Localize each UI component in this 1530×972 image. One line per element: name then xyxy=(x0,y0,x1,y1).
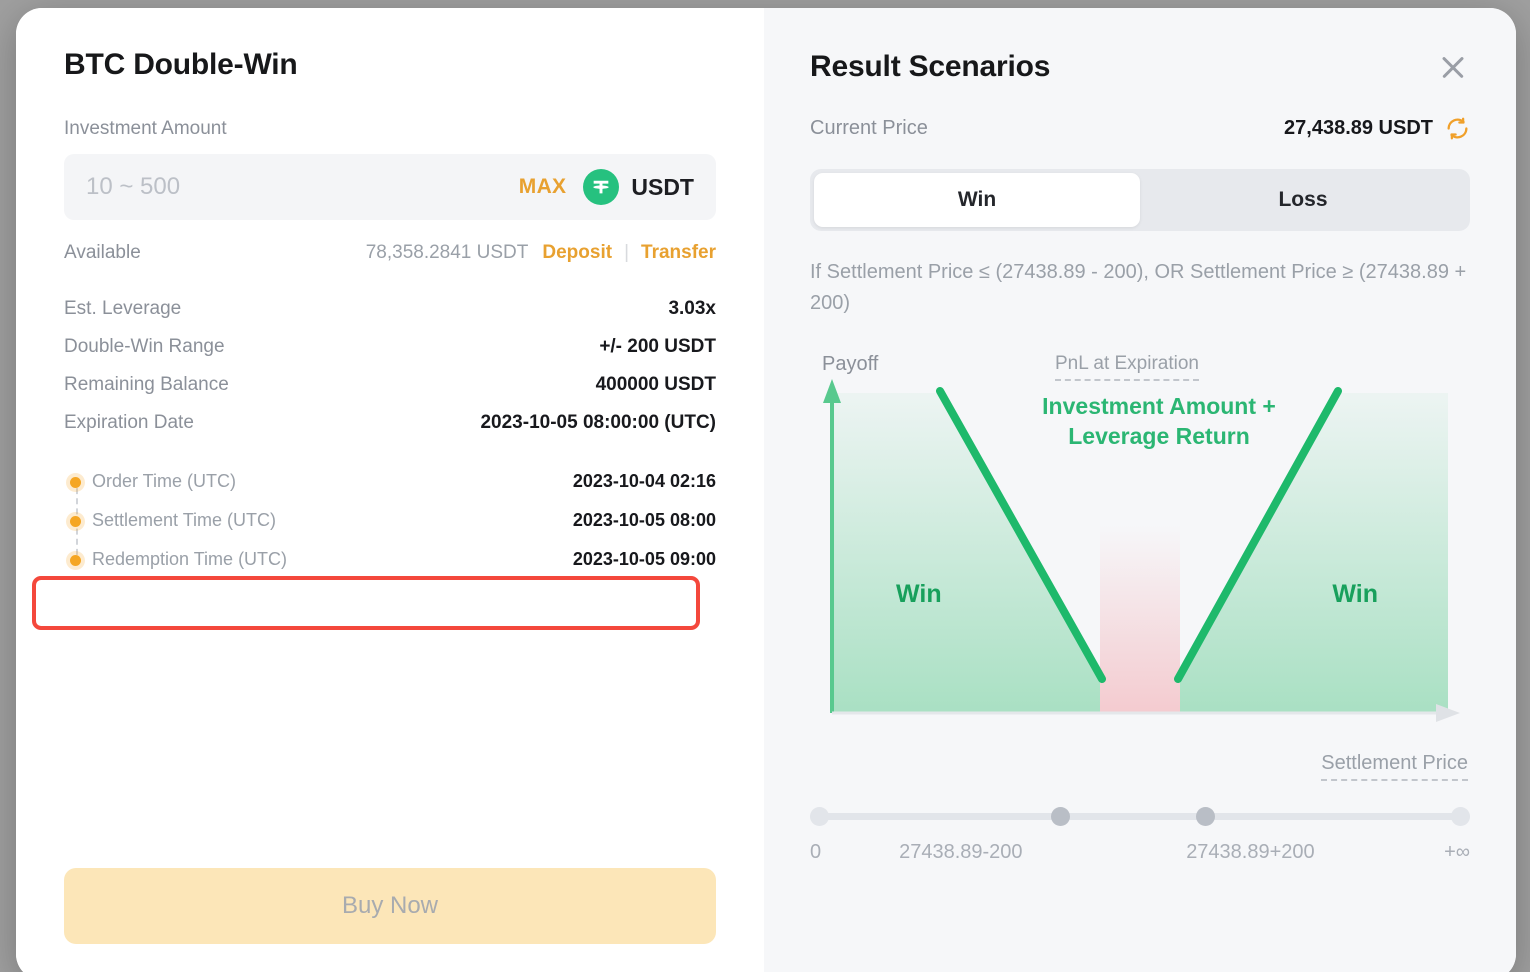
current-price-row: Current Price 27,438.89 USDT xyxy=(810,116,1470,141)
slider-knob-upper[interactable] xyxy=(1196,807,1216,826)
payoff-chart: Payoff PnL at Expiration Investment Amou… xyxy=(810,345,1470,781)
result-scenarios-panel: Result Scenarios Current Price 27,438.89… xyxy=(764,8,1516,972)
info-key: Remaining Balance xyxy=(64,374,229,395)
order-info-list: Est. Leverage 3.03x Double-Win Range +/-… xyxy=(64,290,716,442)
zone-label-win-left: Win xyxy=(896,580,942,608)
timeline-key: Order Time (UTC) xyxy=(92,471,236,491)
timeline-dot-icon xyxy=(70,476,81,488)
slider-track[interactable] xyxy=(810,813,1470,820)
info-row-double-win-range: Double-Win Range +/- 200 USDT xyxy=(64,328,716,366)
slider-tick-lower: 27438.89-200 xyxy=(899,841,1023,863)
currency-label: USDT xyxy=(631,173,694,200)
order-time-highlight xyxy=(32,576,700,630)
double-win-modal: BTC Double-Win Investment Amount MAX USD… xyxy=(16,8,1516,972)
page-title: BTC Double-Win xyxy=(64,48,298,81)
slider-tick-inf: +∞ xyxy=(1444,841,1470,863)
info-row-leverage: Est. Leverage 3.03x xyxy=(64,290,716,328)
available-label: Available xyxy=(64,242,141,263)
slider-tick-0: 0 xyxy=(810,841,822,863)
available-value: 78,358.2841 USDT xyxy=(365,242,529,263)
timeline-value: 2023-10-04 02:16 xyxy=(572,471,716,491)
info-value: 2023-10-05 08:00:00 (UTC) xyxy=(480,412,716,433)
result-scenarios-header: Result Scenarios xyxy=(810,50,1470,84)
result-tabs: Win Loss xyxy=(810,169,1470,231)
info-value: 400000 USDT xyxy=(595,374,716,395)
chart-annotation: Investment Amount + Leverage Return xyxy=(1042,393,1276,450)
slider-knob-lower[interactable] xyxy=(1050,807,1070,826)
timeline-dot-icon xyxy=(70,515,81,527)
investment-amount-input[interactable] xyxy=(86,173,519,201)
max-button[interactable]: MAX xyxy=(518,175,567,198)
investment-amount-field[interactable]: MAX USDT xyxy=(64,154,716,220)
payoff-chart-svg xyxy=(823,379,1460,722)
current-price-label: Current Price xyxy=(810,117,928,139)
info-key: Est. Leverage xyxy=(64,298,182,319)
tab-loss[interactable]: Loss xyxy=(1278,188,1328,211)
info-key: Expiration Date xyxy=(64,412,194,433)
x-axis-label: Settlement Price xyxy=(1321,752,1468,781)
info-key: Double-Win Range xyxy=(64,336,225,357)
divider: | xyxy=(624,242,630,263)
info-row-remaining-balance: Remaining Balance 400000 USDT xyxy=(64,366,716,404)
timeline-row-order-time: Order Time (UTC) 2023-10-04 02:16 xyxy=(70,462,716,501)
info-row-expiration-date: Expiration Date 2023-10-05 08:00:00 (UTC… xyxy=(64,404,716,442)
refresh-icon[interactable] xyxy=(1445,116,1470,141)
condition-text: If Settlement Price ≤ (27438.89 - 200), … xyxy=(810,261,1467,314)
timeline-row-settlement-time: Settlement Time (UTC) 2023-10-05 08:00 xyxy=(70,501,716,540)
info-value: +/- 200 USDT xyxy=(599,336,716,357)
y-axis-label: Payoff xyxy=(822,353,879,375)
slider-knob-min[interactable] xyxy=(810,807,829,826)
timeline-key: Redemption Time (UTC) xyxy=(92,549,288,569)
current-price-value: 27,438.89 USDT xyxy=(1284,117,1433,139)
result-scenarios-title: Result Scenarios xyxy=(810,50,1051,83)
buy-now-button[interactable]: Buy Now xyxy=(64,868,716,944)
slider-tick-upper: 27438.89+200 xyxy=(1186,841,1315,863)
info-value: 3.03x xyxy=(668,298,716,319)
timeline-key: Settlement Time (UTC) xyxy=(92,510,277,530)
timeline-value: 2023-10-05 09:00 xyxy=(572,549,716,569)
transfer-link[interactable]: Transfer xyxy=(641,242,716,263)
chart-title: PnL at Expiration xyxy=(1055,353,1199,381)
timeline-dot-icon xyxy=(70,554,81,566)
timeline-row-redemption-time: Redemption Time (UTC) 2023-10-05 09:00 xyxy=(70,540,716,579)
deposit-link[interactable]: Deposit xyxy=(542,242,613,263)
tab-win[interactable]: Win xyxy=(814,173,1140,227)
slider-knob-max[interactable] xyxy=(1451,807,1470,826)
investment-amount-label: Investment Amount xyxy=(64,118,227,139)
timeline-value: 2023-10-05 08:00 xyxy=(572,510,716,530)
available-balance-row: Available 78,358.2841 USDT Deposit | Tra… xyxy=(64,242,716,264)
tether-icon xyxy=(583,169,620,205)
order-timeline: Order Time (UTC) 2023-10-04 02:16 Settle… xyxy=(64,462,716,579)
order-form-panel: BTC Double-Win Investment Amount MAX USD… xyxy=(16,8,764,972)
settlement-price-slider[interactable]: 0 27438.89-200 27438.89+200 +∞ xyxy=(810,801,1470,877)
zone-label-win-right: Win xyxy=(1332,580,1378,608)
close-icon[interactable] xyxy=(1436,50,1470,84)
